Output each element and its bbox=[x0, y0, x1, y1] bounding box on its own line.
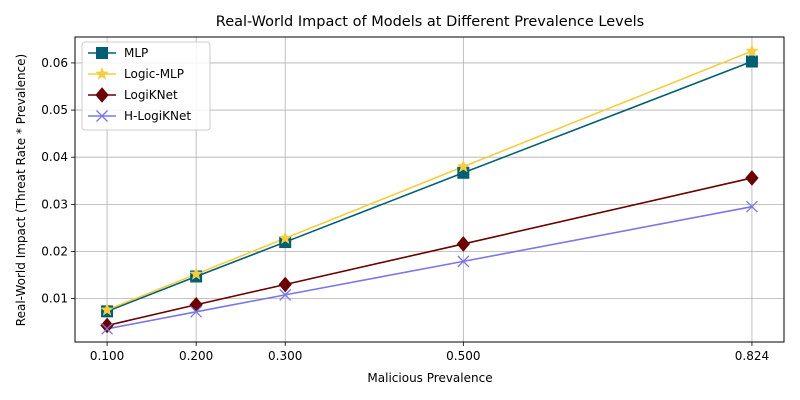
legend-label: MLP bbox=[124, 46, 148, 60]
legend-label: Logic-MLP bbox=[124, 67, 184, 81]
x-axis-label: Malicious Prevalence bbox=[367, 371, 492, 385]
x-axis-ticks: 0.100 0.200 0.300 0.500 0.824 bbox=[90, 342, 769, 363]
data-point-logiknet bbox=[100, 317, 114, 334]
x-tick-label: 0.500 bbox=[446, 349, 480, 363]
x-tick-label: 0.200 bbox=[179, 349, 213, 363]
data-point-logiknet bbox=[745, 170, 759, 186]
chart-title: Real-World Impact of Models at Different… bbox=[216, 14, 644, 30]
legend-marker bbox=[95, 87, 109, 103]
x-tick-label: 0.300 bbox=[268, 349, 302, 363]
plot-frame bbox=[74, 36, 785, 343]
data-point-logic-mlp bbox=[100, 302, 114, 316]
data-point-logiknet bbox=[278, 276, 292, 293]
legend-marker bbox=[96, 47, 108, 59]
x-tick-label: 0.824 bbox=[735, 349, 769, 363]
data-point-h-logiknet bbox=[457, 255, 470, 268]
data-point-logic-mlp bbox=[745, 43, 759, 57]
y-axis-label: Real-World Impact (Threat Rate * Prevale… bbox=[14, 54, 28, 326]
legend-label: H-LogiKNet bbox=[124, 109, 191, 123]
legend-box bbox=[81, 41, 211, 131]
data-point-logiknet bbox=[456, 236, 471, 252]
data-point-logic-mlp bbox=[189, 266, 204, 280]
series-markers bbox=[100, 43, 759, 335]
series-line-h-logiknet bbox=[106, 205, 753, 330]
y-tick-label: 0.01 bbox=[41, 292, 68, 306]
data-point-mlp bbox=[745, 55, 758, 68]
legend-marker bbox=[96, 110, 108, 122]
y-axis-ticks: 0.01 0.02 0.03 0.04 0.05 0.06 bbox=[41, 56, 75, 306]
x-tick-label: 0.100 bbox=[90, 349, 124, 363]
legend: MLP Logic-MLP LogiKNet H-LogiKNet bbox=[81, 41, 211, 131]
y-tick-label: 0.05 bbox=[41, 103, 68, 117]
y-tick-label: 0.04 bbox=[41, 150, 68, 164]
data-point-h-logiknet bbox=[101, 322, 114, 335]
data-point-h-logiknet bbox=[745, 200, 758, 213]
y-tick-label: 0.02 bbox=[41, 244, 68, 258]
legend-label: LogiKNet bbox=[124, 88, 178, 102]
legend-item-logic-mlp: Logic-MLP bbox=[88, 66, 184, 81]
data-point-h-logiknet bbox=[279, 288, 292, 301]
y-tick-label: 0.06 bbox=[41, 56, 68, 70]
legend-marker bbox=[95, 66, 109, 80]
data-point-h-logiknet bbox=[190, 305, 203, 318]
legend-item-logiknet: LogiKNet bbox=[88, 87, 178, 103]
y-tick-label: 0.03 bbox=[41, 197, 68, 211]
legend-item-mlp: MLP bbox=[88, 46, 148, 60]
legend-item-h-logiknet: H-LogiKNet bbox=[88, 109, 191, 123]
data-point-logic-mlp bbox=[456, 159, 471, 173]
data-point-logiknet bbox=[189, 296, 203, 313]
data-point-logic-mlp bbox=[278, 231, 293, 245]
